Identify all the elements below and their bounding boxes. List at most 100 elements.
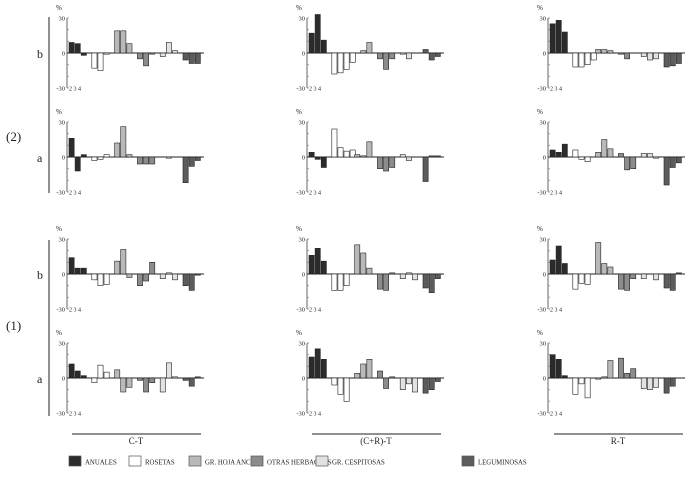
bar [114,260,121,275]
legend-swatch [250,455,264,467]
legend-label: ANUALES [85,460,117,467]
y-tick-label: 0 [543,272,546,279]
labels-layer: (2) (1) C-T (C+R)-T R-T [6,17,683,446]
bar [114,142,121,158]
unit-label: % [537,225,543,233]
bar [663,273,670,289]
bar [166,156,172,159]
bar [320,156,327,168]
bar [377,273,383,290]
bar [114,30,121,54]
sub-row-label: b [37,268,43,282]
bar [80,375,87,379]
legend-swatch [68,455,82,467]
legend-item: ANUALES [68,455,117,467]
bar [618,357,624,379]
bar [188,377,195,387]
y-tick-label: 0 [302,155,305,162]
y-tick-label: -30 [56,411,65,418]
bar [572,377,579,395]
x-tick-label: 2 3 4 [69,191,81,197]
bar [137,273,143,286]
legend-label: OTRAS HERBACEAS [267,460,332,467]
y-tick-label: 30 [299,237,306,244]
bar [377,156,383,169]
bar [97,52,104,71]
bar [434,155,441,158]
bar [172,376,178,379]
bar [349,52,356,63]
panel-6: b% 30 0 -30 2 3 4 [37,225,204,314]
bar [314,14,321,54]
bar [624,52,630,60]
panel-10: % 30 0 -30 2 3 4 [296,329,444,418]
y-tick-label: 0 [62,272,65,279]
bar [595,49,602,54]
y-tick-label: 0 [302,376,305,383]
sub-row-label: a [37,151,43,165]
bar [646,377,653,390]
x-tick-label: 2 3 4 [309,191,321,197]
bar [331,128,338,158]
bar [320,39,327,54]
bar [103,52,110,55]
bar [149,52,156,55]
bar [68,138,75,158]
sub-row-label: b [37,47,43,61]
y-tick-label: 0 [543,51,546,58]
bar [91,52,98,69]
y-tick-label: -30 [537,411,546,418]
legend-swatch [188,455,202,467]
bar [182,52,189,61]
y-tick-label: 30 [540,120,547,127]
bar [74,370,81,379]
bar [137,52,143,60]
bar [422,273,429,289]
x-tick-label: 2 3 4 [69,87,81,93]
bar [669,52,676,67]
bar [630,156,637,169]
bar [194,52,201,64]
bar [159,273,166,279]
bar [103,154,110,158]
bar [97,364,104,379]
column-label-ct: C-T [129,436,144,446]
bar [114,369,121,379]
bar [126,154,133,158]
bar [663,377,670,394]
panel-1: % 30 0 -30 2 3 4 [296,4,444,93]
bar [343,273,350,286]
bar [399,273,406,279]
bar [172,273,178,281]
bar [172,50,178,54]
bar [120,126,127,158]
bar [182,273,189,286]
y-tick-label: 0 [62,155,65,162]
bar [182,156,189,183]
unit-label: % [537,329,543,337]
unit-label: % [56,4,62,12]
bar [314,156,321,160]
bar [360,50,367,54]
bar [663,156,670,186]
bar [428,273,435,293]
y-tick-label: -30 [537,86,546,93]
bar [572,273,579,290]
bar [675,156,682,164]
panel-2: % 30 0 -30 2 3 4 [537,4,685,93]
bar [337,273,344,291]
bar [343,52,350,70]
unit-label: % [56,108,62,116]
bar [428,377,435,390]
bar [149,262,156,275]
bar [331,273,338,291]
bar [308,152,315,158]
bar [194,273,201,276]
bar [126,273,133,278]
bar [584,377,591,399]
bar [343,150,350,158]
unit-label: % [296,4,302,12]
bar [320,359,327,379]
x-tick-label: 2 3 4 [550,191,562,197]
